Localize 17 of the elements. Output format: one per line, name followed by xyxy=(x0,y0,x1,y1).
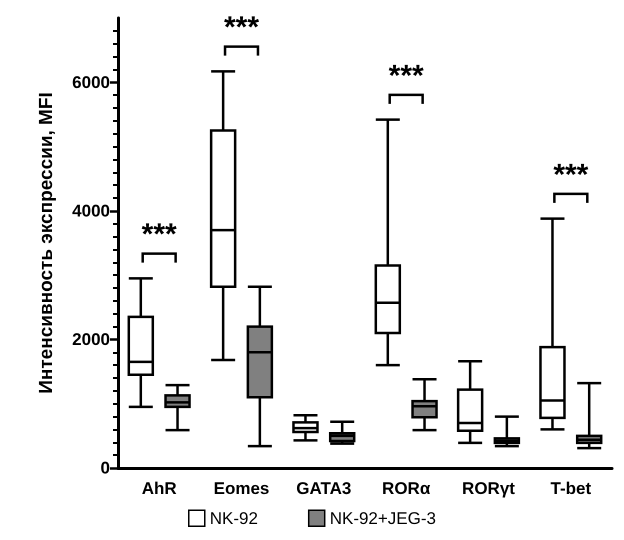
annotation: *** xyxy=(388,59,424,92)
y-tick-label: 2000 xyxy=(72,330,110,349)
x-tick-label: T-bet xyxy=(550,479,592,498)
legend-label: NK-92 xyxy=(210,508,258,528)
y-tick-label: 0 xyxy=(100,458,110,478)
x-tick-label: GATA3 xyxy=(296,479,352,498)
annotation: *** xyxy=(553,158,589,192)
x-tick-label: AhR xyxy=(142,479,177,498)
legend-label: NK-92+JEG-3 xyxy=(330,508,436,528)
y-axis-title: Интенсивность экспрессии, MFI xyxy=(36,92,57,394)
y-tick-label: 6000 xyxy=(72,72,110,92)
annotation: *** xyxy=(224,11,260,44)
annotation: *** xyxy=(142,218,177,252)
x-tick-label: RORγt xyxy=(462,479,516,498)
x-tick-label: Eomes xyxy=(214,479,270,498)
x-tick-label: RORα xyxy=(382,479,431,498)
y-tick-label: 4000 xyxy=(72,201,110,220)
